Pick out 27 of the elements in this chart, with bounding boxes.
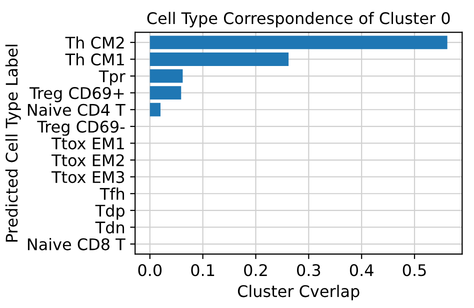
y-tick-label: Tpr: [98, 70, 126, 86]
y-tick-label: Th CM2: [65, 36, 124, 49]
bar: [150, 52, 289, 66]
y-tick-label: Ttox EM2: [51, 154, 124, 166]
chart-title: Cell Type Correspondence of Cluster 0: [147, 12, 450, 28]
bar: [150, 86, 182, 100]
y-tick-label: Th CM1: [65, 53, 124, 66]
y-tick-label: Naive CD8 T: [28, 238, 126, 250]
x-tick-label: 0.2: [244, 264, 267, 276]
x-tick-label: 0.3: [297, 264, 320, 276]
x-tick-label: 0.1: [191, 264, 214, 276]
bar: [150, 102, 160, 116]
bar: [150, 69, 183, 83]
y-tick-label: Treg CD69-: [37, 120, 125, 136]
x-axis-title: Cluster Cverlap: [238, 284, 360, 300]
bar: [150, 36, 448, 50]
x-tick-label: 0.5: [402, 264, 426, 276]
y-tick-label: Tdp: [95, 204, 124, 220]
x-tick-label: 0.4: [350, 264, 374, 276]
y-axis-title: Predicted Cell Type Label: [5, 44, 21, 242]
x-tick-label: 0.0: [138, 264, 162, 276]
y-tick-label: Ttox EM3: [51, 171, 124, 184]
y-tick-label: Tdn: [95, 221, 124, 234]
y-tick-label: Ttox EM1: [51, 138, 124, 150]
y-tick-label: Naive CD4 T: [28, 104, 126, 116]
y-tick-label: Tfh: [100, 188, 124, 200]
y-tick-label: Treg CD69+: [30, 87, 124, 102]
